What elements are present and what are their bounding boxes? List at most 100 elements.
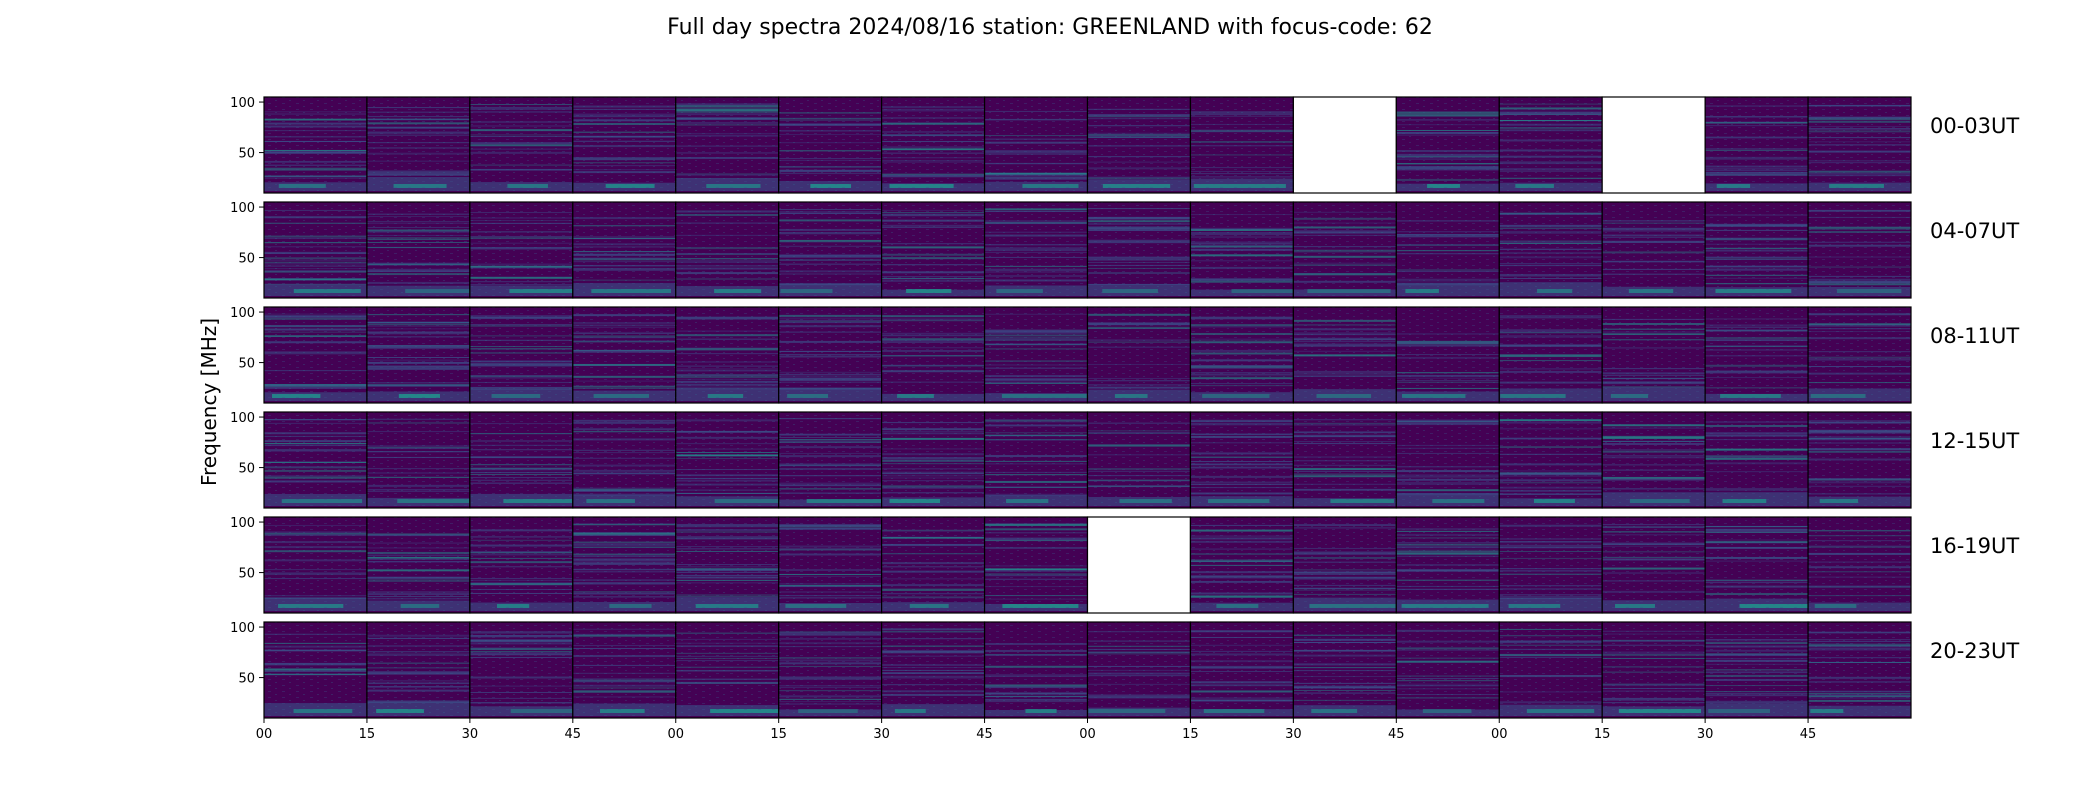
panel-texture	[264, 307, 367, 403]
missing-panel-frame	[1292, 96, 1397, 194]
panel-texture	[572, 517, 676, 613]
panel-texture	[675, 307, 779, 403]
spectrum-panel	[675, 516, 780, 614]
y-axis-label: Frequency [MHz]	[197, 318, 221, 486]
panel-texture	[1808, 97, 1911, 193]
panel-texture	[881, 517, 985, 613]
panel-texture	[881, 97, 985, 193]
spectrum-panel	[1704, 201, 1809, 299]
spectrum-panel	[469, 621, 574, 719]
x-tick-label: 30	[462, 727, 479, 742]
y-tick-label: 50	[238, 672, 255, 687]
panel-texture	[1293, 517, 1397, 613]
spectra-rows: 100 50 00-03UT 100 50 04-07UT 100 50 08-11UT 100 5…	[230, 96, 2019, 719]
spectrum-panel	[1704, 516, 1809, 614]
spectrum-panel	[366, 516, 471, 614]
spectrum-panel	[366, 201, 471, 299]
x-tick-label: 30	[1285, 727, 1302, 742]
panel-texture	[778, 622, 882, 718]
row-label: 04-07UT	[1930, 219, 2019, 243]
spectrum-panel	[778, 96, 883, 194]
spectrum-panel	[572, 96, 677, 194]
y-tick-label: 50	[238, 567, 255, 582]
panel-texture	[1293, 202, 1397, 298]
spectrum-panel	[1807, 306, 1912, 404]
spectrum-panel	[1189, 411, 1294, 509]
panel-texture	[1087, 202, 1191, 298]
chart-title: Full day spectra 2024/08/16 station: GRE…	[667, 15, 1433, 40]
spectrum-panel	[1086, 411, 1192, 509]
panel-texture	[1190, 97, 1294, 193]
spectrum-panel	[263, 516, 368, 614]
spectrum-panel	[1292, 516, 1397, 614]
panel-texture	[675, 412, 779, 508]
x-tick-label: 15	[770, 727, 787, 742]
panel-texture	[469, 97, 573, 193]
panel-texture	[366, 202, 470, 298]
panel-texture	[366, 97, 470, 193]
panel-texture	[264, 412, 367, 508]
spectrum-panel	[1704, 621, 1809, 719]
spectrum-panel	[881, 621, 986, 719]
panel-texture	[1705, 202, 1809, 298]
spectrum-panel	[1601, 411, 1706, 509]
spectrum-panel	[1601, 306, 1706, 404]
panel-texture	[1087, 412, 1191, 508]
spectrum-panel	[881, 306, 986, 404]
row-label: 08-11UT	[1930, 324, 2019, 348]
panel-frame	[1807, 201, 1912, 299]
spectrum-panel	[1189, 516, 1294, 614]
panel-texture	[984, 517, 1088, 613]
panel-texture	[675, 202, 779, 298]
spectrum-panel	[1807, 621, 1912, 719]
x-tick-label: 45	[1800, 727, 1817, 742]
panel-texture	[1499, 202, 1603, 298]
x-tick-label: 00	[1491, 727, 1508, 742]
spectrum-panel	[1704, 96, 1809, 194]
panel-frame	[1807, 621, 1912, 719]
spectrum-panel	[572, 306, 677, 404]
spectrum-panel	[983, 411, 1089, 509]
spectrum-panel	[1292, 411, 1397, 509]
spectrum-panel	[366, 621, 471, 719]
panel-texture	[264, 202, 367, 298]
spectrum-panel	[1704, 411, 1809, 509]
panel-texture	[881, 412, 985, 508]
spectrum-panel	[366, 411, 471, 509]
spectrum-panel	[1395, 96, 1500, 194]
panel-texture	[1499, 622, 1603, 718]
panel-texture	[1190, 622, 1294, 718]
missing-panel	[1601, 96, 1706, 194]
x-tick-label: 30	[873, 727, 890, 742]
x-tick-label: 15	[1182, 727, 1199, 742]
panel-texture	[572, 97, 676, 193]
panel-texture	[1705, 517, 1809, 613]
spectra-row: 100 50 16-19UT	[230, 516, 2019, 614]
spectrum-panel	[983, 96, 1089, 194]
panel-texture	[778, 412, 882, 508]
spectrum-panel	[1292, 201, 1397, 299]
spectrum-panel	[1395, 306, 1500, 404]
spectrum-panel	[263, 96, 368, 194]
spectrum-panel	[1807, 516, 1912, 614]
spectrum-panel	[1189, 96, 1294, 194]
spectrum-panel	[572, 621, 677, 719]
panel-texture	[1602, 622, 1706, 718]
spectrum-panel	[675, 411, 780, 509]
spectrum-panel	[1395, 621, 1500, 719]
row-label: 16-19UT	[1930, 534, 2019, 558]
y-tick-label: 50	[238, 252, 255, 267]
spectrum-panel	[983, 306, 1089, 404]
x-tick-label: 00	[1079, 727, 1096, 742]
spectrum-panel	[1086, 621, 1192, 719]
spectrum-panel	[1189, 201, 1294, 299]
spectrum-panel	[366, 306, 471, 404]
panel-texture	[1087, 97, 1191, 193]
panel-texture	[1602, 307, 1706, 403]
x-tick-label: 30	[1697, 727, 1714, 742]
panel-texture	[778, 202, 882, 298]
panel-texture	[1396, 307, 1500, 403]
y-tick-label: 100	[230, 516, 255, 531]
panel-texture	[572, 202, 676, 298]
